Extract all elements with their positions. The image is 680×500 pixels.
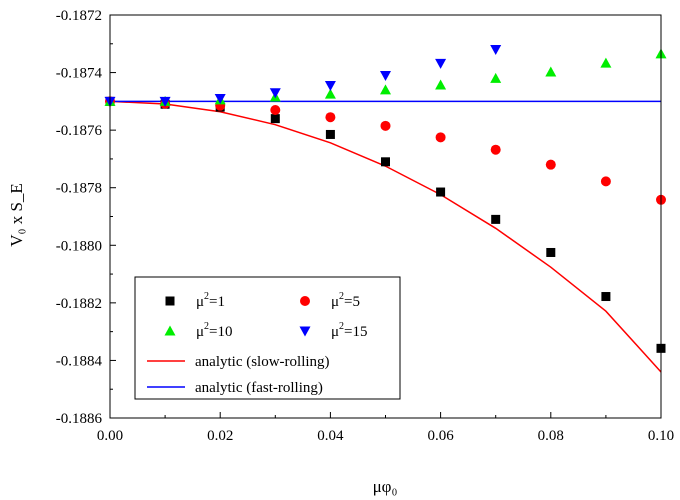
legend-label: analytic (slow-rolling) <box>195 354 330 370</box>
data-point <box>546 247 556 257</box>
legend-box <box>134 276 401 400</box>
y-tick-label: -0.1874 <box>56 66 103 82</box>
data-point <box>491 214 501 224</box>
data-point <box>270 104 281 115</box>
x-tick-label: 0.04 <box>317 428 344 444</box>
data-point <box>380 120 391 131</box>
data-point <box>325 112 336 123</box>
legend-marker <box>164 325 176 336</box>
data-point <box>381 157 390 167</box>
plot-frame <box>109 14 662 419</box>
data-point <box>600 176 611 187</box>
data-point <box>436 187 446 197</box>
legend-marker <box>165 296 175 306</box>
y-tick-label: -0.1880 <box>56 238 102 254</box>
data-point <box>600 57 612 68</box>
legend-marker <box>300 296 310 306</box>
data-point <box>159 96 171 107</box>
x-tick-label: 0.08 <box>538 428 564 444</box>
y-tick-label: -0.1878 <box>56 181 102 197</box>
x-tick-label: 0.06 <box>427 428 454 444</box>
x-tick-label: 0.02 <box>207 428 233 444</box>
data-point <box>435 58 447 69</box>
y-tick-label: -0.1872 <box>56 8 102 24</box>
data-point <box>324 88 336 99</box>
ticks-layer: 0.00 0.02 0.04 0.06 0.08 0.10 -0.1872 -0.1874 -0… <box>56 8 674 444</box>
data-point <box>545 66 557 77</box>
x-tick-label: 0.00 <box>97 428 123 444</box>
data-point <box>325 129 335 139</box>
legend-label: analytic (fast-rolling) <box>195 380 323 396</box>
data-point <box>435 132 446 143</box>
x-tick-label: 0.10 <box>648 428 674 444</box>
x-axis-title: μφ₀ <box>373 477 398 496</box>
legend-label: μ2=5 <box>331 291 360 310</box>
data-point <box>490 72 502 83</box>
legend-label: μ2=10 <box>196 321 233 340</box>
y-tick-label: -0.1876 <box>56 123 103 139</box>
data-point <box>490 144 501 155</box>
data-point <box>545 159 556 170</box>
data-point <box>380 70 391 81</box>
data-point <box>270 114 280 124</box>
y-tick-label: -0.1884 <box>56 353 103 369</box>
data-point <box>435 79 447 90</box>
y-tick-label: -0.1886 <box>56 411 103 427</box>
data-point <box>380 84 391 95</box>
legend-label: μ2=1 <box>196 291 225 310</box>
data-point <box>601 292 611 302</box>
data-point <box>214 93 226 104</box>
legend-label: μ2=15 <box>331 321 368 340</box>
data-point <box>490 45 502 56</box>
y-tick-label: -0.1882 <box>56 296 102 312</box>
data-point <box>324 81 336 92</box>
y-axis-title: V₀ x S_E <box>7 183 26 247</box>
data-point <box>269 88 281 99</box>
legend-marker <box>299 326 311 337</box>
